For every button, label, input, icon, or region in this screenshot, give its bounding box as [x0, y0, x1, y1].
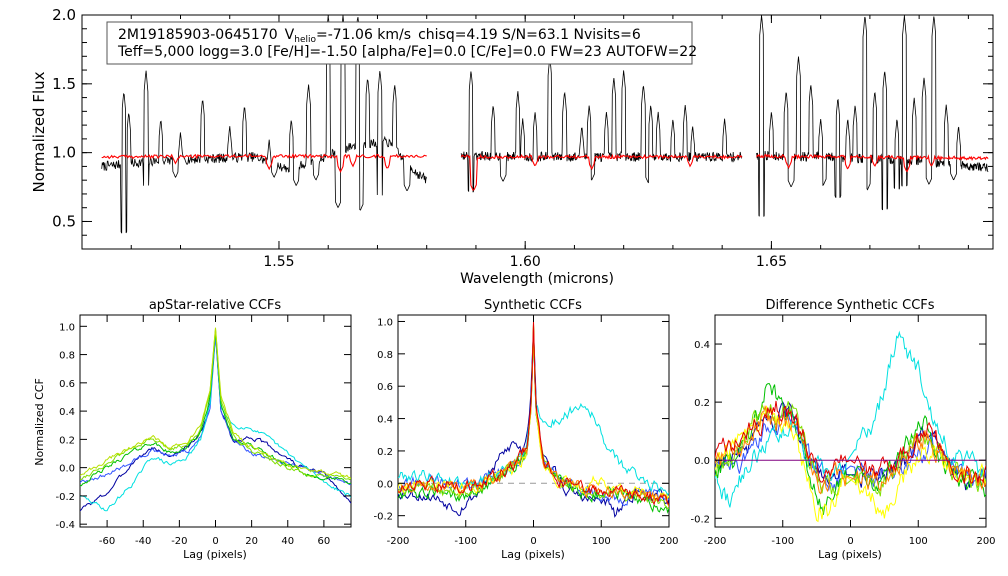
- ccf-panel-difference: -200 -100 0 100 200 -0.2 0.0 0.2 0.4 Difference …: [690, 298, 995, 561]
- spectrum-panel: 1.55 1.60 1.65 0.5 1.0 1.5 2.0 Wavelength (mic…: [30, 6, 994, 287]
- ccf-ytick-label: 0.4: [694, 340, 710, 351]
- spectrum-ytick-label: 2.0: [52, 6, 76, 24]
- ccf-xtick-label: 200: [659, 536, 678, 547]
- ccf-ytick-label: 0.6: [377, 382, 393, 393]
- star-id: 2M19185903-0645170: [118, 27, 278, 43]
- ccf-series-cyan: [715, 330, 986, 508]
- ccf-xtick-label: 0: [530, 536, 536, 547]
- spectrum-xlabel: Wavelength (microns): [460, 271, 614, 287]
- ccf-synthetic-xlabel: Lag (pixels): [501, 548, 565, 561]
- ccf-xtick-label: -200: [387, 536, 410, 547]
- spectrum-frame: [81, 14, 994, 250]
- spectrum-ytick-label: 0.5: [52, 212, 76, 230]
- annotation-line-1: 2M19185903-0645170 Vhelio=-71.06 km/s chis…: [118, 27, 641, 45]
- ccf-xtick-label: -40: [135, 536, 151, 547]
- ccf-ytick-label: 1.0: [377, 317, 393, 328]
- vhelio-sub: helio: [294, 35, 316, 45]
- ccf-ytick-label: 0.2: [59, 435, 75, 446]
- ccf-ytick-label: -0.2: [690, 514, 710, 525]
- ccf-xtick-label: 60: [318, 536, 331, 547]
- spectrum-xtick-label: 1.65: [756, 254, 787, 270]
- ccf-ytick-label: 0.4: [59, 407, 75, 418]
- ccf-xtick-label: -20: [171, 536, 187, 547]
- ccf-ytick-label: 0.4: [377, 415, 393, 426]
- ccf-xtick-label: -60: [99, 536, 115, 547]
- spectrum-series-model: [101, 153, 989, 191]
- ccf-series-lightgreen: [715, 401, 986, 499]
- ccf-ytick-label: -0.4: [55, 520, 75, 531]
- spectrum-ylabel: Normalized Flux: [30, 71, 48, 192]
- stellar-params: Teff=5,000 logg=3.0 [Fe/H]=-1.50 [alpha/…: [117, 44, 697, 60]
- ccf-difference-xlabel: Lag (pixels): [818, 548, 882, 561]
- spectrum-xtick-label: 1.60: [510, 254, 541, 270]
- ccf-ytick-label: 0.6: [59, 379, 75, 390]
- ccf-xtick-label: -100: [771, 536, 794, 547]
- ccf-ylabel: Normalized CCF: [33, 378, 46, 466]
- ccf-ytick-label: 0.0: [59, 464, 75, 475]
- vhelio-label: V: [285, 27, 295, 43]
- spectrum-ytick-label: 1.0: [52, 144, 76, 162]
- ccf-ytick-label: 0.8: [377, 350, 393, 361]
- ccf-ytick-label: 0.8: [59, 351, 75, 362]
- ccf-series-yellowgreen: [80, 327, 351, 479]
- ccf-xtick-label: 200: [976, 536, 995, 547]
- ccf-ytick-label: -0.2: [373, 512, 393, 523]
- ccf-apstar-xlabel: Lag (pixels): [183, 548, 247, 561]
- ccf-apstar-title: apStar-relative CCFs: [149, 298, 282, 313]
- ccf-xtick-label: -100: [454, 536, 477, 547]
- ccf-xtick-label: 0: [847, 536, 853, 547]
- ccf-ytick-label: 0.0: [377, 479, 393, 490]
- ccf-ytick-label: -0.2: [55, 492, 75, 503]
- fit-stats: chisq=4.19 S/N=63.1 Nvisits=6: [418, 27, 641, 43]
- ccf-xtick-label: -200: [704, 536, 727, 547]
- ccf-panel-synthetic: -200 -100 0 100 200 -0.2 0.0 0.2 0.4 0.6 0.8 1.0 Sy…: [373, 298, 678, 561]
- spectrum-xtick-label: 1.55: [263, 254, 294, 270]
- ccf-ytick-label: 0.0: [694, 456, 710, 467]
- ccf-ytick-label: 0.2: [377, 447, 393, 458]
- ccf-panel-apstar: -60 -40 -20 0 20 40 60 -0.4 -0.2 0.0 0.2 0.4 0.6 0.8 1…: [33, 298, 352, 561]
- spectrum-ytick-label: 1.5: [52, 75, 76, 93]
- vhelio-value: =-71.06 km/s: [316, 27, 411, 43]
- ccf-xtick-label: 100: [592, 536, 611, 547]
- ccf-synthetic-title: Synthetic CCFs: [484, 298, 582, 313]
- ccf-ytick-label: 0.2: [694, 398, 710, 409]
- ccf-difference-title: Difference Synthetic CCFs: [765, 298, 934, 313]
- annotation-box: [106, 21, 693, 65]
- ccf-xtick-label: 40: [281, 536, 294, 547]
- ccf-xtick-label: 20: [245, 536, 258, 547]
- ccf-ytick-label: 1.0: [59, 322, 75, 333]
- ccf-xtick-label: 100: [909, 536, 928, 547]
- ccf-xtick-label: 0: [212, 536, 218, 547]
